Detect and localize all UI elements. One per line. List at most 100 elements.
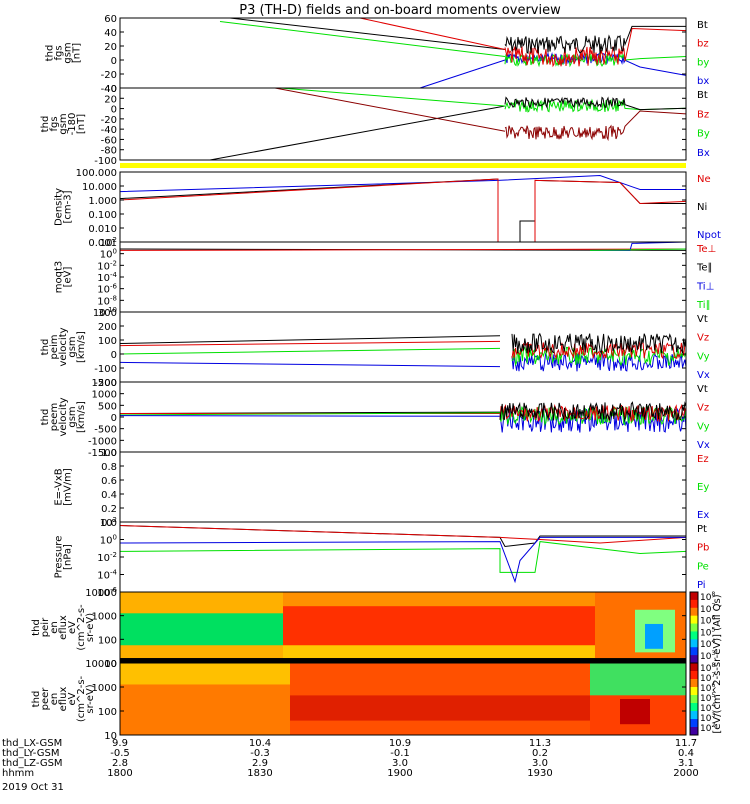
ytick-label: 200 (98, 322, 117, 333)
colorbar-tick: 107 (700, 672, 715, 684)
ylabel-line: [nPa] (63, 544, 74, 570)
ylabel-line: (cm^2-s- (76, 675, 87, 722)
colorbar-tick: 108 (700, 662, 715, 674)
ylabel-line: eV (67, 621, 78, 634)
ylabel-line: velocity (58, 397, 69, 436)
electron_spectrogram-frame (119, 662, 687, 736)
ytick-label: 0 (111, 56, 117, 67)
heatmap-cells (120, 592, 686, 663)
ytick-label: 100 (100, 534, 117, 547)
ytick-label: 0.0 (101, 518, 117, 529)
ylabel-line: sr-eV) (85, 684, 96, 713)
colorbar-segment (690, 599, 698, 609)
colorbar-tick: 103 (700, 712, 715, 724)
ylabel-line: [cm-3] (63, 190, 74, 223)
ytick-label: 0.010 (88, 224, 117, 235)
series-teperp (119, 248, 687, 251)
series-group (219, 17, 687, 89)
xaxis-tick-label: 0.4 (678, 748, 694, 759)
series-bz-noise (504, 27, 687, 68)
ytick-label: 10 (104, 659, 117, 670)
ytick-label: 500 (98, 401, 117, 412)
ylabel-line: eflux (58, 615, 69, 640)
ylabel-line: gsm (67, 406, 78, 427)
legend-green: Vy (697, 421, 710, 432)
ytick-label: 10 (104, 731, 117, 742)
series-bt (209, 105, 506, 161)
colorbar-tick: 107 (700, 603, 715, 615)
ytick-label: 10-4 (97, 569, 117, 582)
ylabel-line: gsm (58, 113, 69, 134)
panel-ion_velocity: 300 200 100 0 -100 -200 thdpeimvelocitygsm[km/… (40, 308, 710, 389)
series-tipar (589, 248, 687, 251)
ylabel-line: thd (40, 339, 51, 356)
series-bz-noise (504, 110, 687, 142)
ytick-label: 100 (100, 248, 117, 261)
flag-bar (120, 163, 686, 168)
legend-black: Vt (697, 314, 708, 325)
panel-density: 100.000 10.000 1.000 0.100 0.010 0.001 Density… (54, 168, 721, 249)
ytick-label: 102 (100, 236, 117, 249)
heatmap-band (120, 663, 290, 685)
legend-green: by (697, 57, 709, 68)
ylabel-line: eflux (58, 687, 69, 712)
series-group (119, 174, 687, 243)
xaxis-tick-label: 2000 (673, 768, 698, 779)
colorbar-segment (690, 647, 698, 656)
colorbar-segment (690, 711, 698, 720)
ytick-label: 10-8 (97, 294, 117, 307)
xaxis-tick-label: 1800 (107, 768, 132, 779)
series-vy (119, 412, 501, 416)
ylabel-line: thd (40, 116, 51, 133)
series-vz (119, 340, 501, 347)
ylabel-line: en (49, 693, 60, 706)
series-bz (359, 17, 506, 50)
heatmap-band (620, 699, 650, 725)
legend-blue: Ti⊥ (696, 281, 714, 292)
colorbar-tick: 106 (700, 615, 715, 627)
legend-blue: Vx (697, 370, 710, 381)
colorbar-segment (690, 679, 698, 688)
series-bt-noise (504, 96, 687, 111)
xaxis-row-label: thd_LX-GSM (2, 738, 62, 749)
xaxis-tick-label: -0.3 (250, 748, 270, 759)
colorbar-label: [eV/(cm^2-s-sr-eV)] (All Qs) (712, 594, 723, 733)
ytick-label: -20 (101, 115, 117, 126)
xaxis-tick-label: -0.1 (390, 748, 410, 759)
ytick-label: 10-6 (97, 283, 117, 296)
ylabel-line: [mV/m] (63, 468, 74, 506)
series-group (209, 87, 687, 161)
ytick-label: -1500 (88, 448, 117, 459)
xaxis-tick-label: 1830 (247, 768, 272, 779)
ytick-label: 40 (104, 84, 117, 95)
ytick-label: 0 (111, 350, 117, 361)
colorbar-segment (690, 631, 698, 640)
xaxis-tick-label: 2.9 (252, 758, 268, 769)
ylabel-line: gsm (67, 336, 78, 357)
series-vx-noise (511, 351, 687, 372)
ylabel-line: [nT] (76, 114, 87, 134)
legend-green: Pe (697, 561, 709, 572)
legend-red: bz (697, 39, 709, 50)
ylabel-line: [nT] (72, 43, 83, 63)
xaxis-row-label: thd_LY-GSM (2, 748, 59, 759)
xaxis-row-label: hhmm (2, 768, 34, 779)
colorbar-segment (690, 655, 698, 664)
legend-red: Te⊥ (696, 244, 716, 255)
xaxis-tick-label: 1930 (527, 768, 552, 779)
ylabel-line: Density (54, 188, 65, 226)
ytick-label: 0.4 (101, 490, 117, 501)
ytick-label: 100.000 (76, 168, 117, 179)
ytick-label: 0.100 (88, 210, 117, 221)
series-pe (119, 541, 687, 573)
ytick-label: -40 (101, 84, 117, 95)
colorbar-segment (690, 615, 698, 625)
series-by (279, 87, 506, 107)
ion_velocity-frame (119, 311, 687, 383)
series-vy-noise (511, 346, 687, 367)
